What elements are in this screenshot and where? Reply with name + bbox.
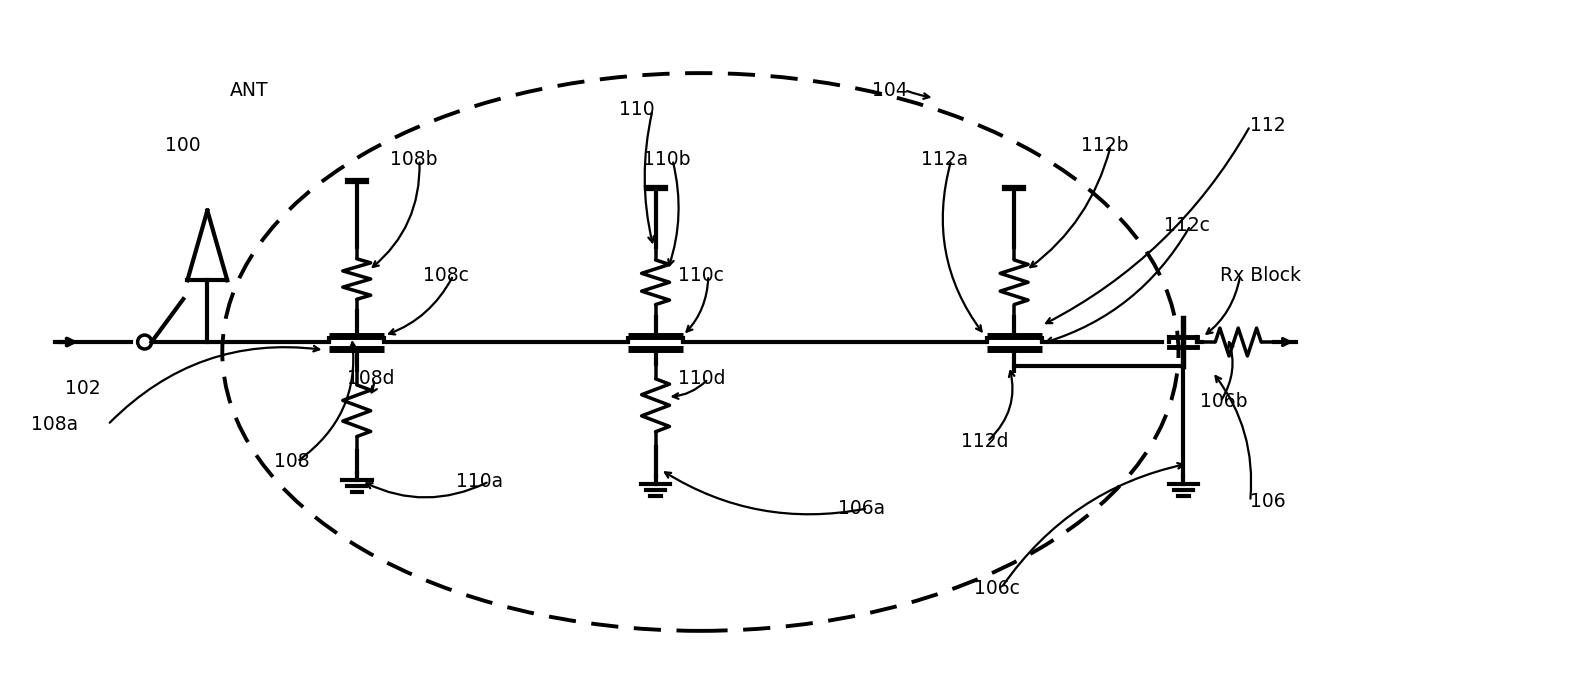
Text: 110a: 110a [456,472,504,491]
Text: ANT: ANT [230,81,269,100]
Text: 108d: 108d [346,369,394,388]
Text: 100: 100 [165,137,200,155]
Text: 110: 110 [618,100,655,119]
Text: 106: 106 [1251,492,1286,511]
Text: Rx Block: Rx Block [1220,266,1301,285]
Text: 108c: 108c [424,266,469,285]
Text: 112c: 112c [1163,216,1209,235]
Text: 108a: 108a [32,415,78,434]
Text: 112d: 112d [961,432,1009,451]
Text: 112a: 112a [922,151,969,169]
Text: 110c: 110c [679,266,725,285]
Text: 106b: 106b [1200,392,1247,411]
Text: 110b: 110b [642,151,690,169]
Text: 110d: 110d [679,369,726,388]
Text: 104: 104 [872,81,907,100]
Text: 108: 108 [273,452,310,471]
Text: 112b: 112b [1081,137,1128,155]
Text: 106a: 106a [837,499,885,518]
Text: 112: 112 [1251,116,1286,135]
Text: 102: 102 [65,379,100,399]
Text: 106c: 106c [974,579,1020,597]
Text: 108b: 108b [389,151,437,169]
